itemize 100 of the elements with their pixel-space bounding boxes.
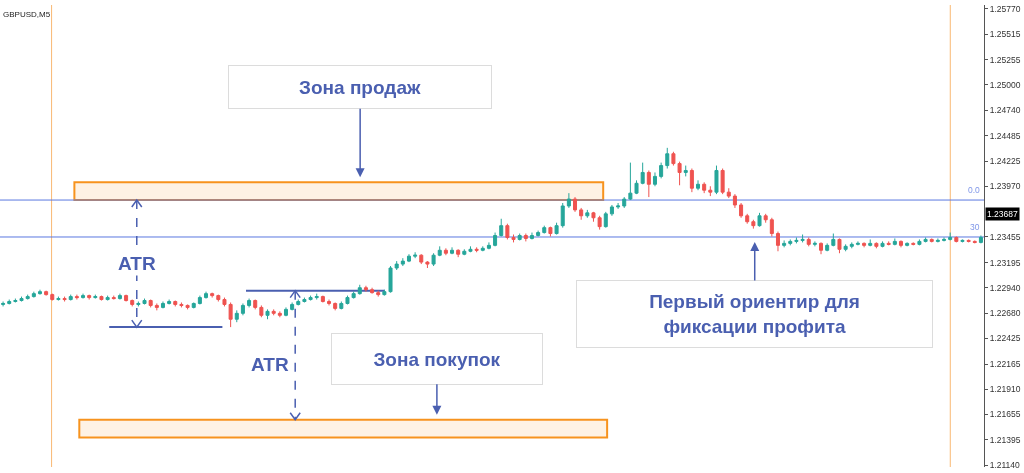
y-tick-label: 1.23970 — [989, 181, 1021, 192]
annotation: 30 — [970, 222, 980, 232]
candlestick — [978, 235, 983, 244]
y-tick-label: 1.25255 — [989, 54, 1021, 65]
candlestick — [616, 202, 621, 210]
candlestick — [868, 238, 873, 247]
candlestick — [960, 238, 965, 243]
candlestick — [480, 245, 485, 252]
candlestick — [111, 295, 116, 301]
candlestick — [431, 252, 436, 267]
candlestick — [486, 241, 491, 250]
y-tick-label: 1.21655 — [989, 409, 1021, 420]
candlestick — [56, 296, 61, 302]
candlestick — [406, 253, 411, 263]
candlestick — [314, 293, 319, 301]
y-tick-label: 1.21395 — [989, 434, 1021, 445]
candlestick — [1, 301, 6, 307]
candlestick — [413, 251, 418, 259]
candlestick — [806, 236, 811, 247]
annotation: 1.23687 — [987, 209, 1018, 219]
candlestick — [259, 304, 264, 318]
candlestick — [443, 247, 448, 256]
candlestick — [31, 291, 36, 299]
candlestick — [148, 299, 153, 308]
candlestick — [948, 232, 953, 241]
candlestick — [659, 162, 664, 179]
candlestick — [468, 245, 473, 253]
candlestick — [81, 293, 86, 300]
candlestick — [696, 179, 701, 191]
candlestick — [929, 237, 934, 243]
candlestick — [886, 240, 891, 246]
candlestick — [247, 298, 252, 308]
candlestick — [44, 290, 49, 297]
candlestick — [954, 235, 959, 243]
candlestick — [296, 299, 301, 306]
candlestick — [363, 285, 368, 293]
candlestick — [548, 226, 553, 237]
candlestick — [191, 301, 196, 309]
y-tick-label: 1.24485 — [989, 130, 1021, 141]
candlestick — [819, 241, 824, 255]
candlestick — [493, 232, 498, 247]
candlestick — [327, 299, 332, 306]
y-tick-label: 1.25000 — [989, 79, 1021, 90]
candlestick — [966, 238, 971, 243]
candlestick — [105, 295, 110, 302]
candlestick — [622, 196, 627, 209]
y-tick-label: 1.22680 — [989, 308, 1021, 319]
candlestick — [720, 168, 725, 195]
candlestick — [640, 162, 645, 185]
candlestick — [862, 241, 867, 248]
candlestick — [935, 237, 940, 243]
candlestick — [529, 232, 534, 240]
candlestick — [837, 237, 842, 254]
candlestick — [554, 222, 559, 236]
candlestick — [370, 287, 375, 295]
candlestick — [253, 299, 258, 310]
y-tick-label: 1.22940 — [989, 282, 1021, 293]
candlestick — [160, 301, 165, 309]
candlestick — [843, 243, 848, 252]
candlestick — [855, 240, 860, 246]
candlestick — [714, 165, 719, 195]
candlestick — [283, 306, 288, 317]
candlestick — [739, 202, 744, 219]
candlestick — [892, 237, 897, 246]
candlestick — [579, 207, 584, 221]
candlestick — [339, 301, 344, 310]
candlestick — [68, 294, 73, 302]
candlestick — [751, 219, 756, 230]
candlestick — [911, 241, 916, 246]
candlestick — [290, 301, 295, 311]
candlestick — [523, 233, 528, 242]
candlestick — [542, 225, 547, 235]
candlestick — [240, 302, 245, 316]
text: GBPUSD,M5 — [3, 10, 51, 20]
candlestick — [812, 240, 817, 247]
candlestick — [905, 241, 910, 247]
candlestick — [210, 292, 215, 299]
candlestick — [732, 193, 737, 209]
candlestick — [683, 165, 688, 177]
candlestick — [357, 284, 362, 296]
candlestick — [376, 290, 381, 298]
annotation: ATR — [251, 354, 289, 375]
y-tick-label: 1.25515 — [989, 29, 1021, 40]
annotation: 0.0 — [968, 185, 981, 195]
candlestick — [437, 245, 442, 257]
candlestick — [763, 213, 768, 224]
candlestick — [474, 246, 479, 253]
candlestick — [665, 147, 670, 170]
y-tick-label: 1.23455 — [989, 231, 1021, 242]
y-tick-label: 1.22425 — [989, 333, 1021, 344]
annotation: Первый ориентир для фиксации профита — [649, 291, 860, 337]
candlestick — [124, 294, 129, 303]
candlestick — [154, 302, 159, 311]
y-tick-label: 1.24225 — [989, 156, 1021, 167]
candlestick — [689, 168, 694, 193]
y-tick-label: 1.23195 — [989, 257, 1021, 268]
candlestick — [942, 236, 947, 242]
y-tick-label: 1.21910 — [989, 384, 1021, 395]
candlestick — [425, 260, 430, 269]
candlestick — [831, 233, 836, 247]
